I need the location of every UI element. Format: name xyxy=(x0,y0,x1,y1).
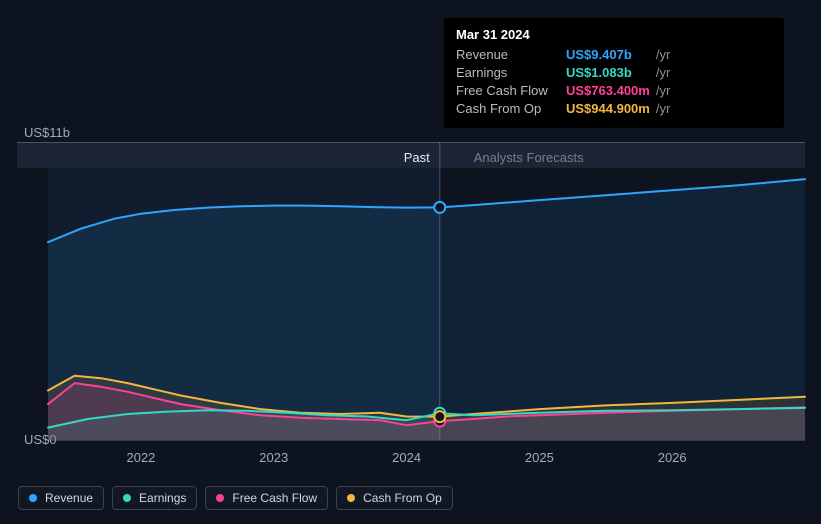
past-label: Past xyxy=(320,150,430,165)
tooltip-date: Mar 31 2024 xyxy=(456,26,772,44)
x-tick-2023: 2023 xyxy=(259,450,288,465)
tooltip-row-label: Cash From Op xyxy=(456,100,566,118)
legend-item-earnings[interactable]: Earnings xyxy=(112,486,197,510)
x-tick-2022: 2022 xyxy=(126,450,155,465)
tooltip-row: EarningsUS$1.083b/yr xyxy=(456,64,676,82)
tooltip-row-label: Revenue xyxy=(456,46,566,64)
financials-chart: { "layout": { "width": 821, "height": 52… xyxy=(0,0,821,524)
tooltip-row-unit: /yr xyxy=(656,64,676,82)
legend-label: Revenue xyxy=(45,491,93,505)
legend: Revenue Earnings Free Cash Flow Cash From O… xyxy=(18,486,453,510)
tooltip-row-label: Earnings xyxy=(456,64,566,82)
tooltip-row-value: US$944.900m xyxy=(566,100,656,118)
tooltip-row-unit: /yr xyxy=(656,46,676,64)
forecast-label: Analysts Forecasts xyxy=(474,150,584,165)
legend-label: Free Cash Flow xyxy=(232,491,317,505)
legend-dot-icon xyxy=(123,494,131,502)
hover-tooltip: Mar 31 2024 RevenueUS$9.407b/yrEarningsU… xyxy=(444,18,784,128)
x-tick-2024: 2024 xyxy=(392,450,421,465)
tooltip-row: Free Cash FlowUS$763.400m/yr xyxy=(456,82,676,100)
legend-label: Cash From Op xyxy=(363,491,442,505)
tooltip-row-unit: /yr xyxy=(656,100,676,118)
tooltip-table: RevenueUS$9.407b/yrEarningsUS$1.083b/yrF… xyxy=(456,46,676,118)
tooltip-row-unit: /yr xyxy=(656,82,676,100)
legend-item-freecf[interactable]: Free Cash Flow xyxy=(205,486,328,510)
x-tick-2026: 2026 xyxy=(658,450,687,465)
tooltip-row-value: US$9.407b xyxy=(566,46,656,64)
present-marker-cashop xyxy=(434,411,445,422)
legend-item-cashop[interactable]: Cash From Op xyxy=(336,486,453,510)
legend-dot-icon xyxy=(29,494,37,502)
legend-item-revenue[interactable]: Revenue xyxy=(18,486,104,510)
tooltip-row-value: US$763.400m xyxy=(566,82,656,100)
legend-dot-icon xyxy=(347,494,355,502)
present-marker-revenue xyxy=(434,202,445,213)
tooltip-row: Cash From OpUS$944.900m/yr xyxy=(456,100,676,118)
x-tick-2025: 2025 xyxy=(525,450,554,465)
tooltip-row: RevenueUS$9.407b/yr xyxy=(456,46,676,64)
legend-label: Earnings xyxy=(139,491,186,505)
tooltip-row-value: US$1.083b xyxy=(566,64,656,82)
tooltip-row-label: Free Cash Flow xyxy=(456,82,566,100)
legend-dot-icon xyxy=(216,494,224,502)
